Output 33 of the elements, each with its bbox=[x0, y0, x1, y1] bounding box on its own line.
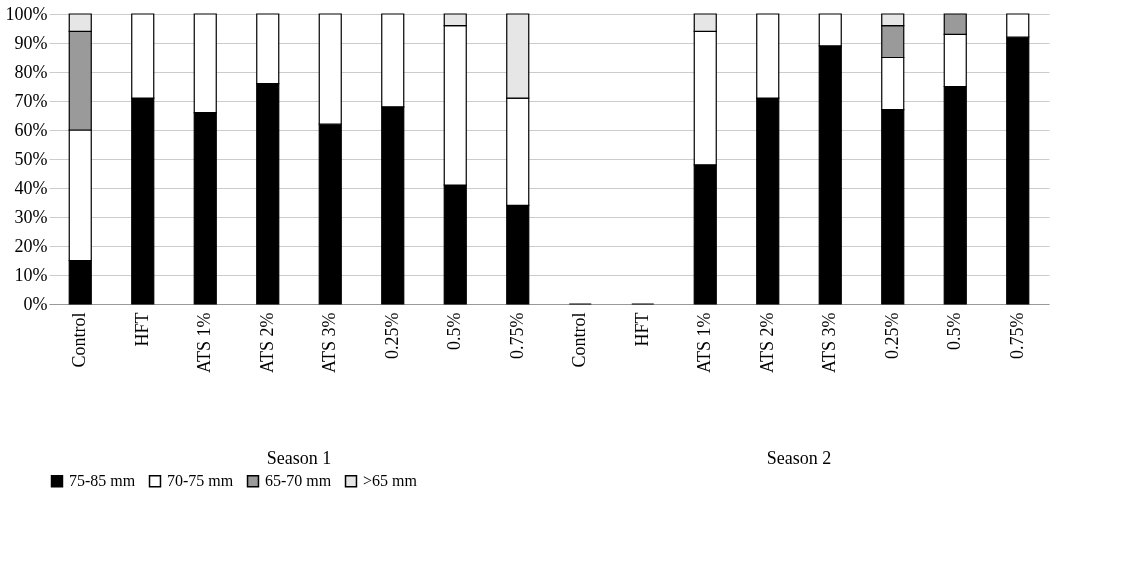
x-tick-label: Control bbox=[569, 312, 590, 368]
x-tick-label: ATS 1% bbox=[694, 312, 715, 374]
x-tick-label: 0.5% bbox=[944, 312, 965, 350]
y-tick-label: 90% bbox=[14, 32, 48, 53]
x-tick-label: 0.25% bbox=[881, 312, 902, 359]
x-tick-label: ATS 2% bbox=[256, 312, 277, 374]
y-tick-label: 10% bbox=[14, 264, 48, 285]
x-tick-label: ATS 1% bbox=[194, 312, 215, 374]
y-tick-label: 30% bbox=[14, 206, 48, 227]
y-tick-label: 20% bbox=[14, 235, 48, 256]
y-tick-label: 60% bbox=[14, 119, 48, 140]
legend-label: >65 mm bbox=[363, 472, 418, 490]
x-tick-label: HFT bbox=[131, 312, 152, 347]
y-tick-label: 100% bbox=[5, 3, 48, 24]
x-tick-label: Control bbox=[69, 312, 90, 368]
text: Season 2 bbox=[766, 448, 832, 468]
legend-label: 75-85 mm bbox=[69, 472, 136, 490]
y-tick-label: 70% bbox=[14, 90, 48, 111]
y-tick-label: 40% bbox=[14, 177, 48, 198]
y-tick-label: 80% bbox=[14, 61, 48, 82]
x-tick-label: 0.5% bbox=[444, 312, 465, 350]
x-tick-label: ATS 3% bbox=[319, 312, 340, 374]
x-tick-label: ATS 2% bbox=[756, 312, 777, 374]
y-tick-label: 50% bbox=[14, 148, 48, 169]
legend-label: 65-70 mm bbox=[265, 472, 332, 490]
x-tick-label: 0.25% bbox=[381, 312, 402, 359]
x-tick-label: 0.75% bbox=[506, 312, 527, 359]
x-tick-label: ATS 3% bbox=[819, 312, 840, 374]
text: Season 1 bbox=[266, 448, 332, 468]
x-tick-label: HFT bbox=[631, 312, 652, 347]
x-tick-label: 0.75% bbox=[1006, 312, 1027, 359]
y-tick-label: 0% bbox=[23, 293, 48, 314]
legend-label: 70-75 mm bbox=[167, 472, 234, 490]
